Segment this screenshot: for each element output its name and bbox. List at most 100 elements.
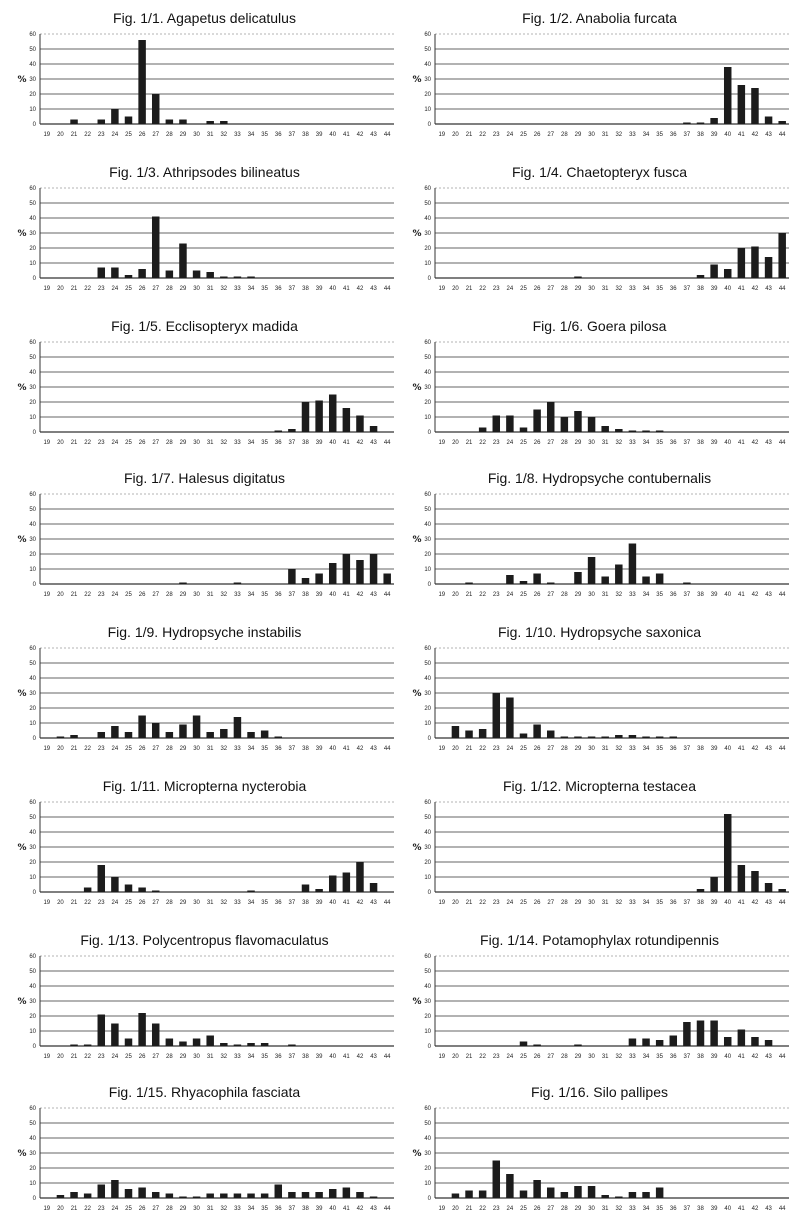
x-tick-label: 35 [656,440,663,446]
bar-chart-13: 0 10 20 30 40 50 60% 19 20 21 22 23 24 25 26 27 28 29 30 31… [17,954,394,1060]
bar-35 [655,573,664,584]
x-tick-label: 23 [98,1206,105,1212]
bar-chart-11: 0 10 20 30 40 50 60% 19 20 21 22 23 24 25 26 27 28 29 30 31… [17,800,394,906]
x-tick-label: 39 [316,900,323,906]
x-tick-label: 44 [779,592,786,598]
x-tick-label: 43 [370,900,377,906]
y-tick-label: 40 [424,984,431,990]
x-tick-label: 32 [615,592,622,598]
x-tick-label: 19 [438,592,445,598]
bar-28 [165,1038,174,1046]
x-tick-label: 21 [71,286,78,292]
bar-39 [710,264,718,278]
x-tick-label: 33 [629,592,636,598]
x-tick-label: 24 [112,592,119,598]
bar-29 [179,724,187,738]
x-tick-label: 25 [125,286,132,292]
bar-31 [601,426,609,432]
bar-20 [56,736,65,738]
x-tick-label: 44 [384,132,391,138]
bar-43 [369,883,378,892]
x-tick-label: 26 [534,440,541,446]
x-tick-label: 35 [656,1206,663,1212]
y-tick-label: 30 [424,537,431,543]
x-tick-label: 44 [384,1054,391,1060]
bar-38 [301,402,310,432]
x-tick-label: 23 [493,286,500,292]
x-tick-label: 24 [112,132,119,138]
bar-30 [192,715,201,738]
chart-title: Fig. 1/9. Hydropsyche instabilis [107,624,302,640]
x-tick-label: 43 [765,1054,772,1060]
x-tick-label: 36 [670,1206,677,1212]
x-tick-label: 24 [112,746,119,752]
x-tick-label: 31 [207,592,214,598]
y-axis-label: % [17,997,26,1007]
y-axis-label: % [17,1149,26,1159]
x-tick-label: 41 [343,900,350,906]
bar-35 [260,730,269,738]
bar-chart-7: 0 10 20 30 40 50 60% 19 20 21 22 23 24 25 26 27 28 29 30 31… [17,492,394,598]
y-tick-label: 0 [33,890,37,896]
x-tick-label: 29 [575,1054,582,1060]
x-tick-label: 21 [71,900,78,906]
x-tick-label: 35 [261,440,268,446]
y-tick-label: 40 [29,676,36,682]
x-tick-label: 20 [57,746,64,752]
x-tick-label: 30 [193,1206,200,1212]
x-tick-label: 23 [493,1054,500,1060]
bar-30 [587,1186,596,1198]
y-tick-label: 20 [29,92,36,98]
x-tick-label: 38 [697,1206,704,1212]
x-tick-label: 36 [670,900,677,906]
x-tick-label: 35 [656,746,663,752]
x-tick-label: 34 [248,1206,255,1212]
x-tick-label: 41 [343,1054,350,1060]
x-tick-label: 37 [289,286,296,292]
x-tick-label: 40 [329,746,336,752]
x-tick-label: 33 [629,440,636,446]
bar-28 [165,1193,174,1198]
x-tick-label: 32 [220,440,227,446]
bar-42 [356,415,364,432]
y-tick-label: 20 [29,400,36,406]
x-tick-label: 42 [752,286,759,292]
x-tick-label: 36 [670,1054,677,1060]
x-tick-label: 33 [234,1054,241,1060]
y-tick-label: 10 [424,721,431,727]
x-tick-label: 23 [98,440,105,446]
bar-32 [615,735,623,738]
x-tick-label: 24 [507,286,514,292]
x-tick-label: 29 [180,286,187,292]
x-tick-label: 43 [370,746,377,752]
bar-29 [574,411,582,432]
chart-title: Fig. 1/7. Halesus digitatus [123,470,286,486]
bar-25 [519,733,528,738]
bar-27 [151,723,160,738]
y-tick-label: 30 [424,231,431,237]
x-tick-label: 29 [575,1206,582,1212]
x-tick-label: 42 [752,1054,759,1060]
bar-37 [288,1044,296,1046]
x-tick-label: 25 [125,1206,132,1212]
y-axis-label: % [412,229,421,239]
bar-29 [574,1044,582,1046]
x-tick-label: 27 [547,592,554,598]
bar-24 [506,415,514,432]
bar-40 [328,1189,337,1198]
x-tick-label: 27 [152,132,159,138]
x-tick-label: 20 [452,132,459,138]
bar-41 [342,1187,351,1198]
y-tick-label: 30 [424,691,431,697]
x-tick-label: 41 [738,132,745,138]
x-tick-label: 28 [561,440,568,446]
x-tick-label: 43 [370,132,377,138]
y-tick-label: 30 [424,845,431,851]
x-tick-label: 40 [329,132,336,138]
chart-panel-11: Fig. 1/11. Micropterna nycterobia 0 10 20 30… [12,776,397,926]
bar-34 [642,576,650,584]
x-tick-label: 32 [615,1054,622,1060]
y-tick-label: 60 [29,340,36,346]
bar-35 [260,1043,269,1046]
y-tick-label: 30 [29,77,36,83]
